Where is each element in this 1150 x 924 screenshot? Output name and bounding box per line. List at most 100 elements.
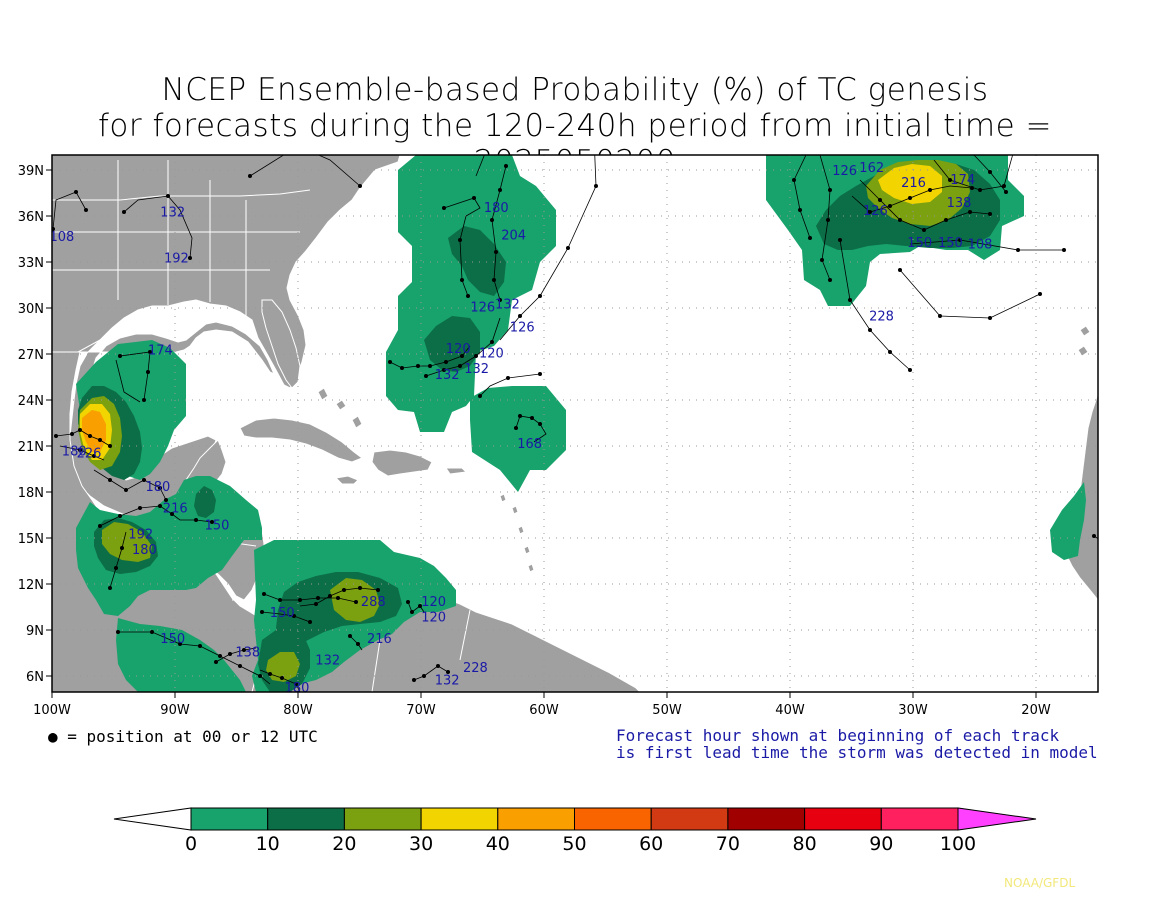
colorbar-segment bbox=[574, 807, 652, 831]
colorbar-tick-label: 40 bbox=[486, 833, 510, 855]
map-title: NCEP Ensemble-based Probability (%) of T… bbox=[161, 72, 989, 108]
forecast-hour-label: 132 bbox=[315, 653, 340, 668]
forecast-hour-label: 150 bbox=[938, 236, 963, 251]
colorbar-segment bbox=[343, 807, 422, 831]
lat-label: 21N bbox=[18, 440, 44, 455]
colorbar: 0 10 20 30 40 50 60 70 80 90 100 bbox=[113, 807, 1037, 855]
forecast-hour-label: 226 bbox=[77, 446, 102, 461]
lon-label: 40W bbox=[775, 703, 805, 718]
forecast-hour-label: 132 bbox=[435, 368, 460, 383]
forecast-hour-label: 120 bbox=[479, 347, 504, 362]
forecast-hour-label: 120 bbox=[446, 342, 471, 357]
forecast-hour-label: 132 bbox=[160, 205, 185, 220]
axis-ticks bbox=[46, 169, 1037, 698]
forecast-hour-label: 192 bbox=[164, 251, 189, 266]
forecast-hour-label: 120 bbox=[421, 595, 446, 610]
forecast-hour-note-line1: Forecast hour shown at beginning of each… bbox=[616, 726, 1060, 745]
forecast-hour-label: 138 bbox=[235, 646, 260, 661]
map-subtitle: for forecasts during the 120-240h period… bbox=[98, 108, 1052, 180]
lat-label: 6N bbox=[26, 670, 44, 685]
lat-label: 36N bbox=[18, 210, 44, 225]
forecast-hour-label: 108 bbox=[50, 230, 75, 245]
probability-shading bbox=[76, 155, 1086, 692]
lat-label: 18N bbox=[18, 486, 44, 501]
storm-tracks bbox=[52, 155, 1098, 692]
forecast-hour-label: 288 bbox=[361, 595, 386, 610]
forecast-hour-label: 180 bbox=[132, 543, 157, 558]
position-legend-note: ● = position at 00 or 12 UTC bbox=[48, 727, 318, 746]
forecast-hour-label: 120 bbox=[421, 610, 446, 625]
forecast-hour-note-line2: is first lead time the storm was detecte… bbox=[616, 743, 1098, 762]
colorbar-over-arrow bbox=[957, 807, 1037, 831]
colorbar-tick-label: 100 bbox=[940, 833, 976, 855]
forecast-hour-label: 192 bbox=[128, 528, 153, 543]
lon-label: 100W bbox=[33, 703, 71, 718]
forecast-hour-label: 138 bbox=[947, 196, 972, 211]
lon-label: 60W bbox=[529, 703, 559, 718]
lat-label: 39N bbox=[18, 164, 44, 179]
forecast-hour-label: 108 bbox=[968, 238, 993, 253]
forecast-hour-label: 168 bbox=[517, 437, 542, 452]
forecast-hour-label: 150 bbox=[270, 606, 295, 621]
forecast-hour-label: 132 bbox=[464, 362, 489, 377]
lat-label: 12N bbox=[18, 578, 44, 593]
forecast-hour-label: 180 bbox=[484, 201, 509, 216]
colorbar-tick-label: 0 bbox=[185, 833, 197, 855]
lat-label: 27N bbox=[18, 348, 44, 363]
forecast-hour-label: 126 bbox=[863, 204, 888, 219]
colorbar-tick-label: 60 bbox=[639, 833, 663, 855]
forecast-hour-label: 162 bbox=[859, 161, 884, 176]
latitude-labels: 39N 36N 33N 30N 27N 24N 21N 18N 15N 12N … bbox=[18, 164, 44, 685]
lon-label: 70W bbox=[406, 703, 436, 718]
forecast-hour-label: 132 bbox=[435, 673, 460, 688]
colorbar-tick-label: 90 bbox=[869, 833, 893, 855]
colorbar-segment bbox=[880, 807, 959, 831]
colorbar-under-arrow bbox=[113, 807, 192, 831]
colorbar-segment bbox=[727, 807, 806, 831]
forecast-hour-label: 150 bbox=[160, 632, 185, 647]
colorbar-segment bbox=[267, 807, 345, 831]
forecast-hour-label: 216 bbox=[163, 502, 188, 517]
longitude-labels: 100W 90W 80W 70W 60W 50W 40W 30W 20W bbox=[33, 703, 1051, 718]
lat-label: 9N bbox=[26, 624, 44, 639]
colorbar-segment bbox=[497, 807, 575, 831]
forecast-hour-label: 126 bbox=[470, 301, 495, 316]
colorbar-segment bbox=[190, 807, 269, 831]
lat-label: 30N bbox=[18, 302, 44, 317]
lon-label: 30W bbox=[898, 703, 928, 718]
forecast-hour-label: 228 bbox=[463, 661, 488, 676]
track-points bbox=[52, 164, 1096, 686]
forecast-hour-label: 174 bbox=[950, 173, 975, 188]
forecast-hour-label: 180 bbox=[146, 480, 171, 495]
colorbar-tick-label: 80 bbox=[793, 833, 817, 855]
colorbar-tick-label: 20 bbox=[332, 833, 356, 855]
forecast-hour-label: 150 bbox=[205, 518, 230, 533]
colorbar-segment bbox=[650, 807, 729, 831]
forecast-hour-label: 228 bbox=[869, 310, 894, 325]
forecast-hour-label: 174 bbox=[148, 344, 173, 359]
lon-label: 20W bbox=[1021, 703, 1051, 718]
colorbar-tick-label: 70 bbox=[716, 833, 740, 855]
forecast-hour-label: 204 bbox=[501, 228, 526, 243]
forecast-hour-label: 132 bbox=[495, 297, 520, 312]
forecast-hour-label: 216 bbox=[901, 176, 926, 191]
forecast-hour-label: 126 bbox=[510, 320, 535, 335]
lon-label: 80W bbox=[283, 703, 313, 718]
credit-logo: NOAA/GFDL bbox=[1004, 876, 1076, 890]
colorbar-segment bbox=[804, 807, 882, 831]
colorbar-tick-label: 30 bbox=[409, 833, 433, 855]
colorbar-tick-label: 50 bbox=[562, 833, 586, 855]
lon-label: 50W bbox=[652, 703, 682, 718]
colorbar-tick-label: 10 bbox=[256, 833, 280, 855]
lon-label: 90W bbox=[160, 703, 190, 718]
lat-label: 15N bbox=[18, 532, 44, 547]
forecast-hour-label: 180 bbox=[285, 681, 310, 696]
colorbar-segment bbox=[420, 807, 499, 831]
forecast-hour-label: 216 bbox=[367, 632, 392, 647]
forecast-hour-label: 180 bbox=[62, 445, 87, 460]
forecast-hour-label: 126 bbox=[832, 164, 857, 179]
lat-label: 33N bbox=[18, 256, 44, 271]
